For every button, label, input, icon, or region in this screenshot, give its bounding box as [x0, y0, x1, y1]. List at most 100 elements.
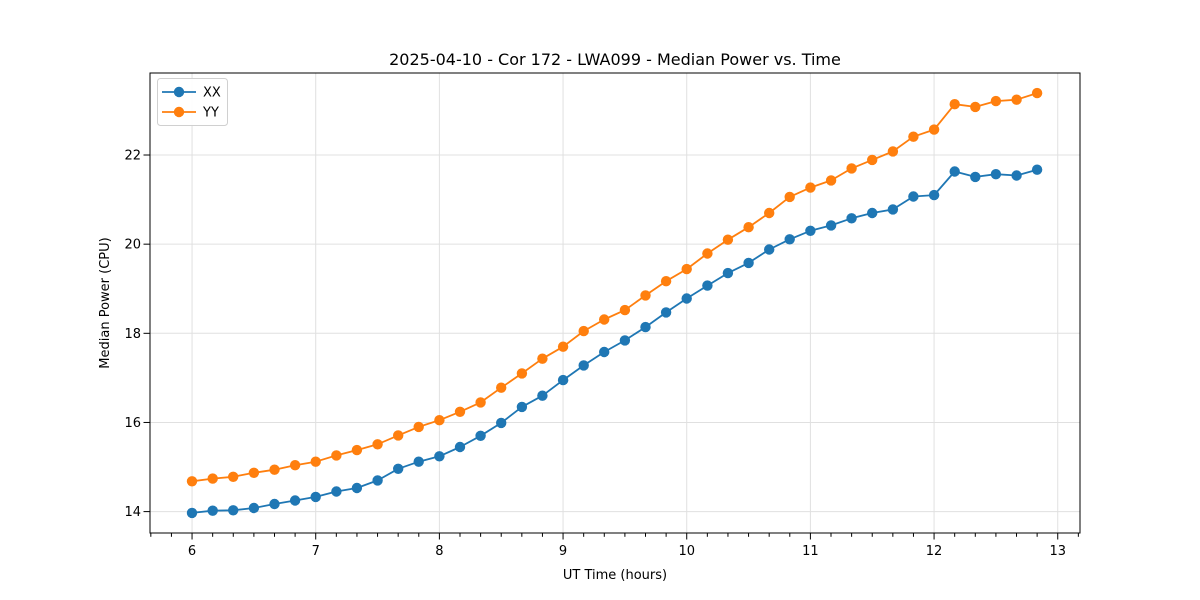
data-point-yy — [722, 234, 734, 245]
plot-border — [149, 72, 1081, 534]
data-point-yy — [1031, 87, 1043, 99]
data-point-xx — [186, 507, 198, 519]
data-point-xx — [887, 204, 899, 215]
data-point-yy — [289, 460, 301, 471]
data-point-yy — [990, 95, 1002, 107]
y-tick-label: 16 — [124, 416, 141, 431]
series-line-yy — [191, 92, 1038, 483]
axis-ticks — [143, 154, 1079, 540]
y-axis-label: Median Power (CPU) — [98, 237, 113, 368]
data-point-yy — [599, 314, 610, 325]
data-point-yy — [949, 99, 960, 110]
data-point-xx — [454, 441, 466, 453]
data-point-yy — [496, 382, 507, 393]
data-point-xx — [228, 505, 239, 516]
x-tick-label: 12 — [926, 544, 943, 559]
data-point-xx — [248, 502, 260, 514]
data-point-yy — [207, 473, 218, 484]
data-point-xx — [331, 486, 342, 497]
y-tick-label: 20 — [124, 238, 141, 253]
axis-tick-labels: 6 7 8 9 10 11 12 13 14 16 18 20 22 — [124, 149, 1066, 559]
data-point-xx — [825, 220, 837, 231]
data-point-yy — [537, 353, 548, 364]
data-point-yy — [228, 471, 239, 482]
x-tick-label: 9 — [559, 544, 567, 559]
data-point-yy — [413, 421, 424, 433]
data-point-yy — [825, 175, 837, 186]
data-point-xx — [537, 390, 548, 401]
data-point-xx — [289, 495, 301, 506]
data-point-xx — [496, 417, 507, 429]
series-yy — [186, 87, 1043, 487]
data-point-yy — [454, 406, 466, 417]
data-point-xx — [372, 475, 383, 486]
data-point-xx — [722, 267, 734, 279]
data-point-yy — [1011, 94, 1022, 105]
data-point-yy — [351, 444, 363, 456]
x-tick-label: 6 — [188, 544, 196, 559]
data-point-xx — [599, 346, 610, 358]
x-tick-label: 10 — [678, 544, 695, 559]
data-point-xx — [949, 166, 960, 177]
data-point-yy — [434, 415, 445, 426]
data-point-xx — [393, 463, 404, 474]
data-point-yy — [970, 101, 981, 113]
data-point-xx — [434, 451, 445, 462]
data-point-xx — [516, 401, 528, 413]
data-point-yy — [764, 207, 775, 219]
series-xx — [186, 164, 1043, 519]
data-point-xx — [413, 456, 424, 467]
data-point-xx — [269, 498, 280, 510]
data-point-yy — [660, 276, 672, 287]
data-point-yy — [681, 263, 692, 275]
data-point-xx — [619, 335, 631, 346]
data-point-xx — [310, 491, 321, 503]
data-point-xx — [1031, 164, 1043, 175]
legend-label-yy: YY — [202, 106, 219, 121]
data-point-yy — [867, 154, 878, 166]
data-point-yy — [887, 146, 899, 157]
data-point-yy — [805, 182, 816, 193]
legend-marker-yy — [173, 106, 185, 118]
x-tick-label: 8 — [435, 544, 443, 559]
data-point-yy — [372, 439, 383, 450]
data-point-xx — [970, 171, 981, 183]
legend-label-xx: XX — [203, 86, 221, 101]
data-point-yy — [310, 456, 321, 467]
data-point-xx — [743, 257, 754, 269]
data-point-xx — [640, 321, 651, 333]
data-point-yy — [640, 290, 651, 301]
data-point-yy — [475, 397, 486, 408]
data-point-yy — [784, 191, 795, 203]
chart-title: 2025-04-10 - Cor 172 - LWA099 - Median P… — [389, 50, 841, 69]
data-point-yy — [846, 163, 857, 174]
data-point-xx — [475, 430, 486, 441]
gridlines — [150, 73, 1080, 533]
data-point-xx — [207, 505, 218, 516]
data-point-yy — [186, 476, 198, 487]
data-point-xx — [928, 189, 940, 201]
data-point-yy — [331, 450, 342, 461]
data-point-xx — [908, 191, 919, 202]
data-point-xx — [990, 169, 1002, 180]
data-point-yy — [393, 430, 404, 441]
x-tick-label: 11 — [802, 544, 819, 559]
data-point-xx — [764, 244, 775, 255]
y-tick-label: 18 — [124, 327, 141, 342]
data-point-xx — [867, 207, 878, 219]
data-point-xx — [557, 374, 569, 386]
data-point-yy — [578, 325, 589, 337]
data-point-xx — [784, 234, 795, 245]
data-point-xx — [846, 213, 857, 224]
y-tick-label: 22 — [124, 149, 141, 164]
x-tick-label: 7 — [312, 544, 320, 559]
data-point-yy — [743, 222, 754, 233]
data-point-xx — [351, 482, 363, 494]
data-point-yy — [516, 368, 528, 379]
data-point-xx — [1011, 170, 1022, 181]
data-series — [186, 87, 1043, 519]
data-point-yy — [928, 124, 940, 135]
data-point-yy — [702, 248, 713, 259]
